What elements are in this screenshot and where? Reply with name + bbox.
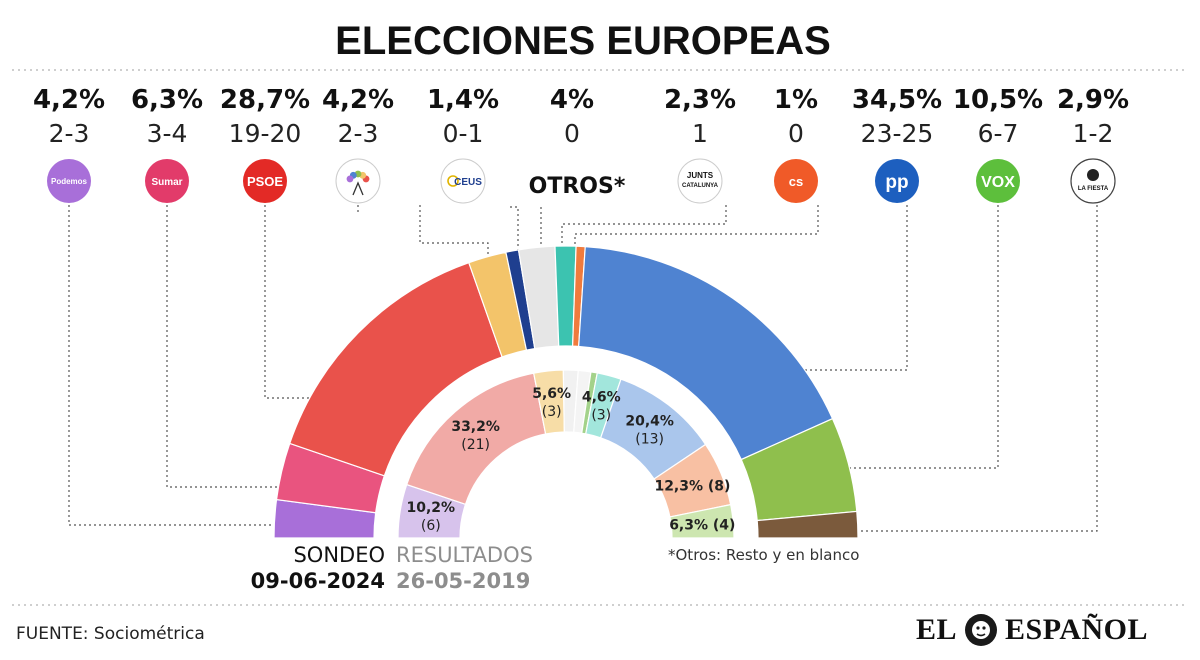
party-seats-pp: 23-25 (861, 119, 934, 148)
party-seats-vox: 6-7 (978, 119, 1019, 148)
vox-logo-icon (976, 159, 1020, 203)
leader-sumar (166, 205, 326, 488)
ceus-logo-text: CEUS (454, 177, 482, 188)
sondeo-label: SONDEO (293, 543, 385, 567)
leader-pp (800, 205, 908, 371)
leader-ceus (419, 205, 489, 261)
cs-logo-icon (774, 159, 818, 203)
source-note: FUENTE: Sociométrica (16, 624, 205, 644)
podemos-logo-text: Podemos (51, 177, 88, 186)
pp-logo-text: pp (885, 172, 908, 193)
lion-icon (965, 614, 998, 646)
svg-text:CATALUNYA: CATALUNYA (682, 183, 719, 189)
leader-junts (561, 205, 727, 256)
party-pct-vox: 10,5% (953, 85, 1043, 115)
party-pct-junts: 2,3% (664, 85, 736, 115)
party-seats-junts: 1 (692, 119, 708, 148)
outer-ring-sondeo (273, 245, 859, 539)
otros-footnote: *Otros: Resto y en blanco (668, 546, 859, 564)
party-pct-cs: 1% (774, 85, 818, 115)
leader-podemos (68, 205, 309, 526)
party-seats-salf: 1-2 (1073, 119, 1114, 148)
chart-title: ELECCIONES EUROPEAS (335, 19, 831, 63)
podemos-logo-icon (47, 159, 91, 203)
inner-seats-ahora_republicas: (3) (542, 404, 562, 420)
party-column-podemos: 4,2% 2-3 Podemos (33, 85, 105, 203)
inner-pct-ahora_republicas: 5,6% (532, 386, 571, 402)
party-pct-pp: 34,5% (852, 85, 942, 115)
inner-seats-up: (6) (421, 518, 441, 534)
sumar-logo-icon (145, 159, 189, 203)
leader-vox (830, 205, 999, 469)
brand-left: EL (916, 613, 958, 646)
pp-logo-icon (875, 159, 919, 203)
el-espanol-logo: EL ESPAÑOL (916, 612, 1148, 648)
party-column-ceus: 1,4% 0-1 CEUS (427, 85, 499, 204)
inner-pct-up: 10,2% (407, 500, 456, 516)
resultados-date: 26-05-2019 (396, 569, 530, 593)
party-seats-psoe: 19-20 (229, 119, 302, 148)
party-seats-cs: 0 (788, 119, 804, 148)
inner-ring-resultados (397, 369, 735, 539)
party-pct-ahora_republicas: 4,2% (322, 85, 394, 115)
party-header-row: 4,2% 2-3 Podemos 6,3% 3-4 Sumar 28,7% 19-20 PSOE… (33, 85, 1129, 204)
party-seats-ceus: 0-1 (443, 119, 484, 148)
junts-logo-icon (677, 158, 723, 204)
junts-logo-text: JUNTS (687, 171, 714, 180)
party-column-sumar: 6,3% 3-4 Sumar (131, 85, 203, 203)
party-column-salf: 2,9% 1-2 LA FIESTA (1057, 85, 1129, 204)
party-column-pp: 34,5% 23-25 pp (852, 85, 942, 203)
psoe-logo-text: PSOE (247, 174, 283, 189)
party-seats-sumar: 3-4 (147, 119, 188, 148)
party-pct-ceus: 1,4% (427, 85, 499, 115)
sondeo-date: 09-06-2024 (251, 569, 385, 593)
party-pct-sumar: 6,3% (131, 85, 203, 115)
leader-cs (574, 205, 819, 256)
vox-logo-text: VOX (981, 174, 1015, 191)
party-seats-otros: 0 (564, 119, 580, 148)
party-column-ahora_republicas: 4,2% 2-3 (322, 85, 394, 204)
inner-seats-junts: (3) (591, 408, 611, 424)
party-seats-podemos: 2-3 (49, 119, 90, 148)
inner-pct-psoe: 33,2% (451, 419, 500, 435)
leader-lines (68, 205, 1098, 532)
inner-slice-vox (669, 503, 735, 539)
brand-right: ESPAÑOL (1005, 613, 1148, 646)
party-column-vox: 10,5% 6-7 VOX (953, 85, 1043, 203)
party-column-cs: 1% 0 cs (774, 85, 818, 203)
party-pct-psoe: 28,7% (220, 85, 310, 115)
inner-ring-labels: 10,2% (6) 33,2% (21) 5,6% (3) 4,6% (3) 20,4% (13)… (407, 386, 736, 534)
outer-slice-salf (756, 510, 859, 539)
inner-seats-pp: (13) (635, 432, 664, 448)
salf-logo-text: LA FIESTA (1078, 186, 1109, 192)
ceus-logo-icon (440, 158, 486, 204)
party-seats-ahora_republicas: 2-3 (338, 119, 379, 148)
psoe-logo-icon (243, 159, 287, 203)
ahora-republicas-logo-icon (335, 158, 381, 204)
inner-pct-pp: 20,4% (625, 414, 674, 430)
resultados-label: RESULTADOS (396, 543, 533, 567)
cs-logo-text: cs (789, 174, 803, 189)
inner-pct-cs: 12,3% (8) (654, 478, 730, 494)
leader-salf (845, 205, 1098, 532)
party-column-junts: 2,3% 1 JUNTS CATALUNYA (664, 85, 736, 204)
leader-otros (510, 206, 519, 257)
party-name-otros: OTROS* (529, 174, 626, 199)
inner-pct-junts: 4,6% (582, 390, 621, 406)
party-pct-otros: 4% (550, 85, 594, 115)
party-pct-salf: 2,9% (1057, 85, 1129, 115)
party-pct-podemos: 4,2% (33, 85, 105, 115)
party-column-otros: 4% 0 OTROS* (529, 85, 626, 199)
inner-pct-vox: 6,3% (4) (669, 517, 735, 533)
inner-seats-psoe: (21) (461, 437, 490, 453)
party-column-psoe: 28,7% 19-20 PSOE (220, 85, 310, 203)
sumar-logo-text: Sumar (151, 177, 182, 188)
